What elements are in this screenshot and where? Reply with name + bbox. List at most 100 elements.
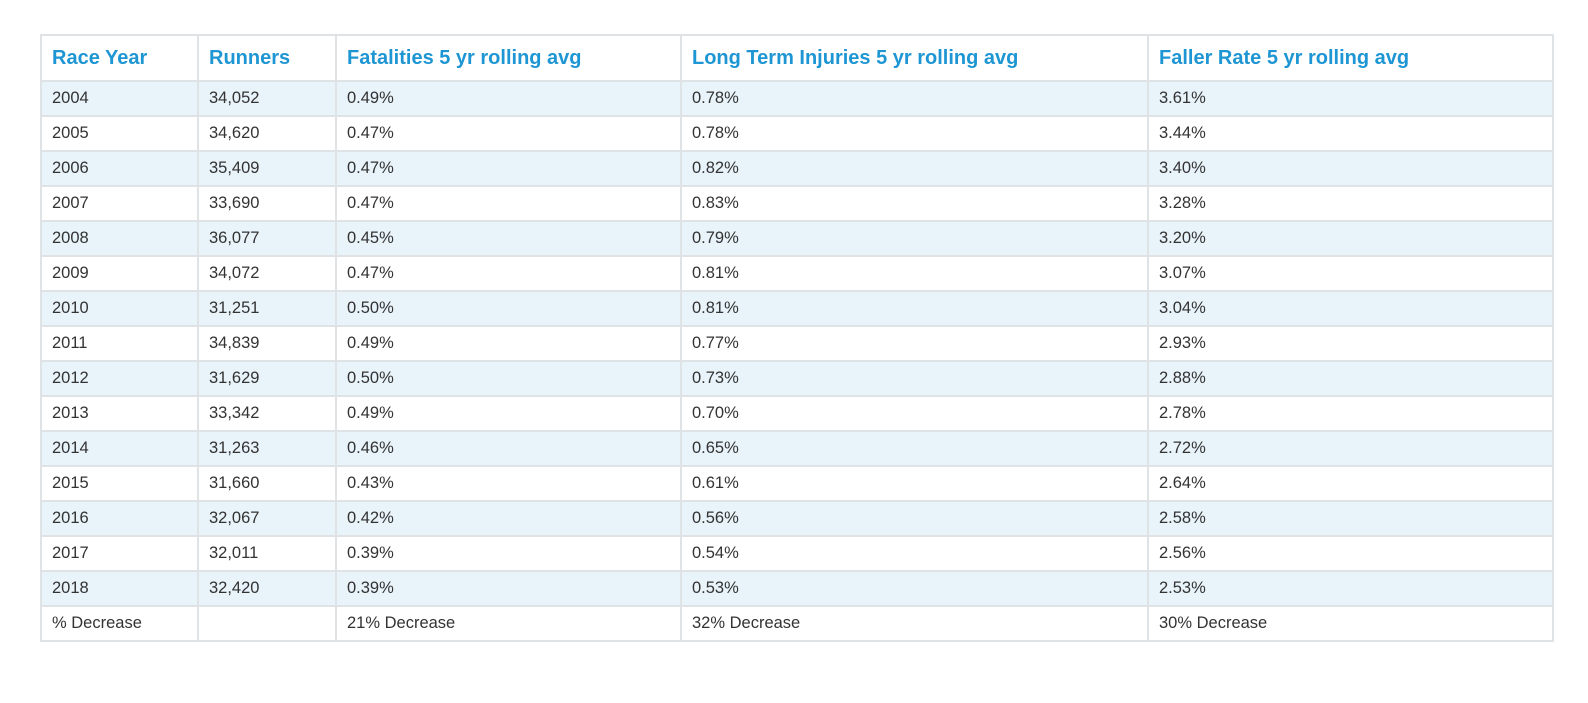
table-row: 2008 36,077 0.45% 0.79% 3.20% bbox=[40, 220, 1554, 257]
summary-fatalities: 21% Decrease bbox=[335, 605, 682, 642]
cell-fatalities: 0.50% bbox=[335, 290, 682, 327]
cell-long-term-injuries: 0.61% bbox=[680, 465, 1149, 502]
cell-race-year: 2004 bbox=[40, 80, 199, 117]
cell-fatalities: 0.47% bbox=[335, 115, 682, 152]
header-row: Race Year Runners Fatalities 5 yr rollin… bbox=[40, 34, 1554, 82]
cell-fatalities: 0.39% bbox=[335, 535, 682, 572]
table-row: 2005 34,620 0.47% 0.78% 3.44% bbox=[40, 115, 1554, 152]
cell-long-term-injuries: 0.78% bbox=[680, 80, 1149, 117]
cell-long-term-injuries: 0.81% bbox=[680, 255, 1149, 292]
table-row: 2004 34,052 0.49% 0.78% 3.61% bbox=[40, 80, 1554, 117]
table-row: 2015 31,660 0.43% 0.61% 2.64% bbox=[40, 465, 1554, 502]
cell-runners: 31,251 bbox=[197, 290, 337, 327]
cell-long-term-injuries: 0.82% bbox=[680, 150, 1149, 187]
header-long-term-injuries: Long Term Injuries 5 yr rolling avg bbox=[680, 34, 1149, 82]
cell-long-term-injuries: 0.73% bbox=[680, 360, 1149, 397]
table-header: Race Year Runners Fatalities 5 yr rollin… bbox=[40, 34, 1554, 82]
cell-faller-rate: 3.07% bbox=[1147, 255, 1554, 292]
header-runners: Runners bbox=[197, 34, 337, 82]
table-row: 2013 33,342 0.49% 0.70% 2.78% bbox=[40, 395, 1554, 432]
summary-row: % Decrease 21% Decrease 32% Decrease 30%… bbox=[40, 605, 1554, 642]
table-row: 2012 31,629 0.50% 0.73% 2.88% bbox=[40, 360, 1554, 397]
cell-runners: 34,839 bbox=[197, 325, 337, 362]
cell-long-term-injuries: 0.53% bbox=[680, 570, 1149, 607]
cell-runners: 34,620 bbox=[197, 115, 337, 152]
cell-race-year: 2006 bbox=[40, 150, 199, 187]
cell-long-term-injuries: 0.56% bbox=[680, 500, 1149, 537]
cell-race-year: 2016 bbox=[40, 500, 199, 537]
cell-long-term-injuries: 0.77% bbox=[680, 325, 1149, 362]
table-row: 2007 33,690 0.47% 0.83% 3.28% bbox=[40, 185, 1554, 222]
cell-faller-rate: 2.78% bbox=[1147, 395, 1554, 432]
cell-faller-rate: 3.04% bbox=[1147, 290, 1554, 327]
cell-runners: 35,409 bbox=[197, 150, 337, 187]
cell-race-year: 2014 bbox=[40, 430, 199, 467]
cell-fatalities: 0.39% bbox=[335, 570, 682, 607]
cell-fatalities: 0.47% bbox=[335, 255, 682, 292]
cell-runners: 31,629 bbox=[197, 360, 337, 397]
cell-race-year: 2010 bbox=[40, 290, 199, 327]
cell-faller-rate: 3.20% bbox=[1147, 220, 1554, 257]
cell-faller-rate: 2.88% bbox=[1147, 360, 1554, 397]
cell-race-year: 2005 bbox=[40, 115, 199, 152]
cell-runners: 31,660 bbox=[197, 465, 337, 502]
cell-race-year: 2009 bbox=[40, 255, 199, 292]
cell-faller-rate: 3.44% bbox=[1147, 115, 1554, 152]
cell-faller-rate: 2.72% bbox=[1147, 430, 1554, 467]
cell-fatalities: 0.50% bbox=[335, 360, 682, 397]
table-row: 2006 35,409 0.47% 0.82% 3.40% bbox=[40, 150, 1554, 187]
cell-race-year: 2011 bbox=[40, 325, 199, 362]
cell-faller-rate: 3.40% bbox=[1147, 150, 1554, 187]
data-table-container: Race Year Runners Fatalities 5 yr rollin… bbox=[40, 34, 1554, 642]
cell-race-year: 2015 bbox=[40, 465, 199, 502]
table-row: 2018 32,420 0.39% 0.53% 2.53% bbox=[40, 570, 1554, 607]
cell-runners: 32,420 bbox=[197, 570, 337, 607]
cell-long-term-injuries: 0.83% bbox=[680, 185, 1149, 222]
cell-runners: 33,690 bbox=[197, 185, 337, 222]
cell-long-term-injuries: 0.70% bbox=[680, 395, 1149, 432]
cell-race-year: 2012 bbox=[40, 360, 199, 397]
cell-faller-rate: 2.64% bbox=[1147, 465, 1554, 502]
cell-race-year: 2008 bbox=[40, 220, 199, 257]
cell-runners: 32,067 bbox=[197, 500, 337, 537]
header-fatalities: Fatalities 5 yr rolling avg bbox=[335, 34, 682, 82]
header-race-year: Race Year bbox=[40, 34, 199, 82]
cell-fatalities: 0.49% bbox=[335, 325, 682, 362]
cell-faller-rate: 3.61% bbox=[1147, 80, 1554, 117]
cell-runners: 34,052 bbox=[197, 80, 337, 117]
cell-long-term-injuries: 0.54% bbox=[680, 535, 1149, 572]
cell-long-term-injuries: 0.65% bbox=[680, 430, 1149, 467]
cell-faller-rate: 2.56% bbox=[1147, 535, 1554, 572]
summary-faller-rate: 30% Decrease bbox=[1147, 605, 1554, 642]
summary-runners bbox=[197, 605, 337, 642]
table-row: 2016 32,067 0.42% 0.56% 2.58% bbox=[40, 500, 1554, 537]
cell-long-term-injuries: 0.79% bbox=[680, 220, 1149, 257]
cell-faller-rate: 2.58% bbox=[1147, 500, 1554, 537]
cell-fatalities: 0.49% bbox=[335, 395, 682, 432]
table-row: 2011 34,839 0.49% 0.77% 2.93% bbox=[40, 325, 1554, 362]
cell-runners: 31,263 bbox=[197, 430, 337, 467]
cell-runners: 36,077 bbox=[197, 220, 337, 257]
cell-runners: 34,072 bbox=[197, 255, 337, 292]
cell-faller-rate: 2.93% bbox=[1147, 325, 1554, 362]
cell-long-term-injuries: 0.78% bbox=[680, 115, 1149, 152]
cell-fatalities: 0.47% bbox=[335, 185, 682, 222]
cell-fatalities: 0.47% bbox=[335, 150, 682, 187]
summary-long-term-injuries: 32% Decrease bbox=[680, 605, 1149, 642]
cell-fatalities: 0.46% bbox=[335, 430, 682, 467]
cell-fatalities: 0.43% bbox=[335, 465, 682, 502]
summary-label: % Decrease bbox=[40, 605, 199, 642]
table-row: 2009 34,072 0.47% 0.81% 3.07% bbox=[40, 255, 1554, 292]
table-row: 2014 31,263 0.46% 0.65% 2.72% bbox=[40, 430, 1554, 467]
cell-fatalities: 0.45% bbox=[335, 220, 682, 257]
table-body: 2004 34,052 0.49% 0.78% 3.61% 2005 34,620 0.47%… bbox=[40, 80, 1554, 642]
table-row: 2010 31,251 0.50% 0.81% 3.04% bbox=[40, 290, 1554, 327]
race-statistics-table: Race Year Runners Fatalities 5 yr rollin… bbox=[40, 34, 1554, 642]
table-row: 2017 32,011 0.39% 0.54% 2.56% bbox=[40, 535, 1554, 572]
cell-fatalities: 0.42% bbox=[335, 500, 682, 537]
cell-long-term-injuries: 0.81% bbox=[680, 290, 1149, 327]
cell-runners: 32,011 bbox=[197, 535, 337, 572]
cell-race-year: 2013 bbox=[40, 395, 199, 432]
cell-race-year: 2007 bbox=[40, 185, 199, 222]
cell-faller-rate: 3.28% bbox=[1147, 185, 1554, 222]
